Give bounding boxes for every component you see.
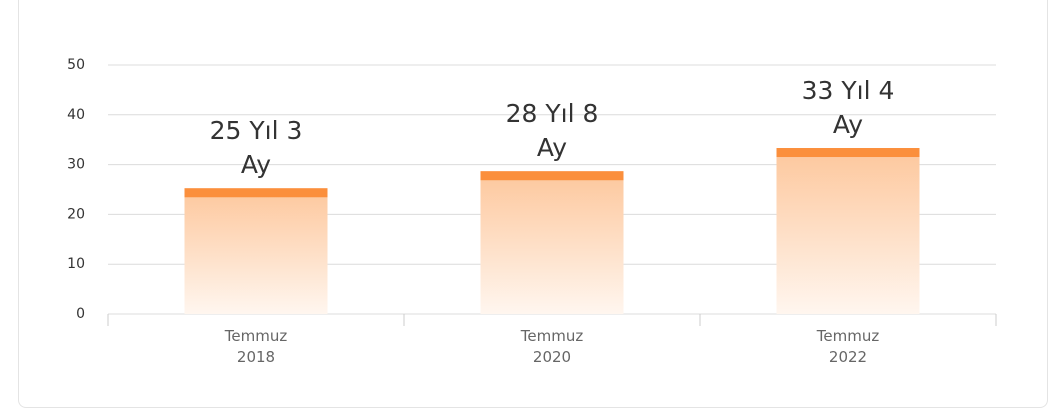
y-tick-label: 30 xyxy=(67,157,85,173)
value-label: 33 Yıl 4 Ay xyxy=(801,76,895,140)
bar xyxy=(776,148,920,314)
value-label: 25 Yıl 3 Ay xyxy=(209,116,303,180)
bar xyxy=(480,171,624,314)
value-label: 28 Yıl 8 Ay xyxy=(505,99,599,163)
y-tick-label: 40 xyxy=(67,107,85,123)
y-tick-label: 20 xyxy=(67,206,85,222)
y-tick-label: 50 xyxy=(67,57,85,73)
y-tick-label: 0 xyxy=(76,306,85,322)
bar xyxy=(184,188,328,314)
bar-cap xyxy=(776,148,920,158)
y-tick-label: 10 xyxy=(67,256,85,272)
x-tick-label: Temmuz 2020 xyxy=(520,327,584,366)
bar-cap xyxy=(480,171,624,181)
bar-cap xyxy=(184,188,328,198)
x-tick-label: Temmuz 2018 xyxy=(224,327,288,366)
card xyxy=(18,0,1048,408)
x-tick-label: Temmuz 2022 xyxy=(816,327,880,366)
